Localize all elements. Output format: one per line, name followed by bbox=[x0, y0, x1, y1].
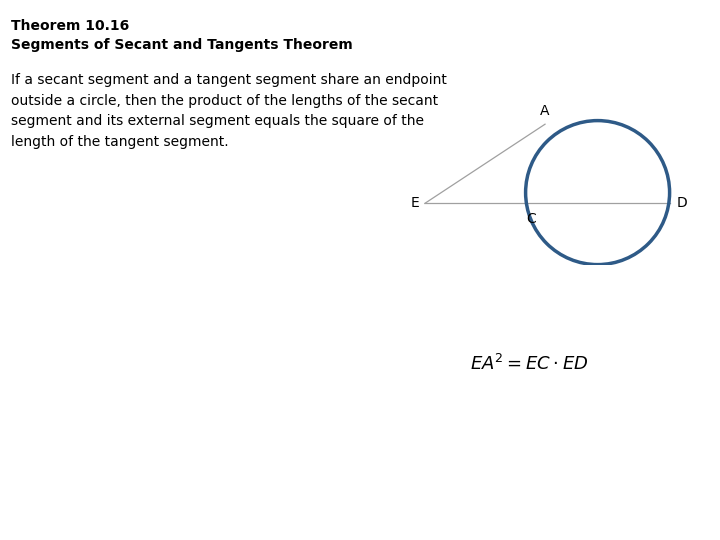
Text: C: C bbox=[526, 212, 536, 226]
Text: $EA^2 = EC \cdot ED$: $EA^2 = EC \cdot ED$ bbox=[470, 354, 588, 374]
Text: Segments of Secant and Tangents Theorem: Segments of Secant and Tangents Theorem bbox=[11, 38, 353, 52]
Text: D: D bbox=[677, 197, 688, 211]
Text: Theorem 10.16: Theorem 10.16 bbox=[11, 19, 129, 33]
Text: E: E bbox=[410, 197, 419, 211]
Text: If a secant segment and a tangent segment share an endpoint
outside a circle, th: If a secant segment and a tangent segmen… bbox=[11, 73, 446, 148]
Text: A: A bbox=[540, 104, 550, 118]
